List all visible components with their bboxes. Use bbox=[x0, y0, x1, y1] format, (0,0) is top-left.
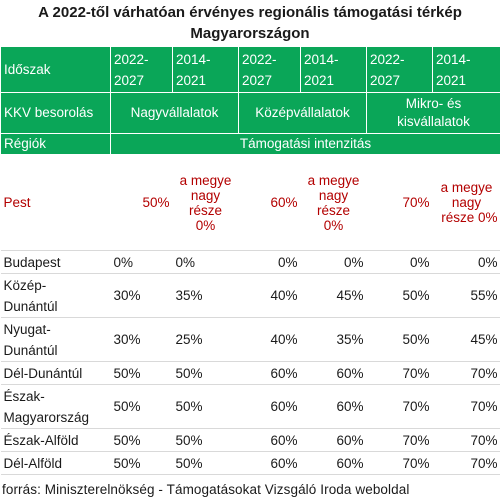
medium-enterprises: Középvállalatok bbox=[238, 92, 367, 134]
value-cell: 60% bbox=[238, 451, 301, 475]
period-cell: 2014- 2021 bbox=[172, 46, 239, 93]
table-row: Észak- Magyarország 50% 50% 60% 60% 70% 7… bbox=[0, 384, 500, 429]
value-cell: 0% bbox=[172, 250, 239, 274]
value-cell: 50% bbox=[172, 384, 239, 429]
value-cell: 70% bbox=[432, 384, 500, 429]
county-note: a megye nagy része 0% bbox=[172, 154, 239, 251]
source-note: forrás: Miniszterelnökség - Támogatásoka… bbox=[2, 482, 410, 497]
value-cell: 25% bbox=[172, 317, 239, 362]
value-cell: 60% bbox=[300, 361, 367, 385]
value-cell: 50% bbox=[172, 361, 239, 385]
value-cell: 50% bbox=[110, 384, 173, 429]
value-cell: 50% bbox=[172, 428, 239, 452]
value-cell: 60% bbox=[238, 154, 301, 251]
value-cell: 0% bbox=[110, 250, 173, 274]
value-cell: 45% bbox=[432, 317, 500, 362]
value-cell: 0% bbox=[432, 250, 500, 274]
value-cell: 50% bbox=[366, 273, 433, 318]
value-cell: 0% bbox=[238, 250, 301, 274]
county-note: a megye nagy része 0% bbox=[300, 154, 367, 251]
region-name: Dél-Dunántúl bbox=[0, 361, 111, 385]
header-row-period: Időszak 2022- 2027 2014- 2021 2022- 2027 20… bbox=[0, 46, 500, 93]
support-map-table: Időszak 2022- 2027 2014- 2021 2022- 2027 20… bbox=[0, 46, 500, 475]
value-cell: 55% bbox=[432, 273, 500, 318]
value-cell: 50% bbox=[110, 154, 173, 251]
region-name: Budapest bbox=[0, 250, 111, 274]
value-cell: 70% bbox=[366, 384, 433, 429]
region-name: Közép- Dunántúl bbox=[0, 273, 111, 318]
value-cell: 70% bbox=[432, 451, 500, 475]
value-cell: 60% bbox=[300, 451, 367, 475]
period-cell: 2022- 2027 bbox=[366, 46, 433, 93]
value-cell: 40% bbox=[238, 273, 301, 318]
value-cell: 70% bbox=[432, 361, 500, 385]
value-cell: 70% bbox=[366, 428, 433, 452]
value-cell: 30% bbox=[110, 317, 173, 362]
value-cell: 45% bbox=[300, 273, 367, 318]
value-cell: 70% bbox=[432, 428, 500, 452]
table-row: Dél-Dunántúl 50% 50% 60% 60% 70% 70% bbox=[0, 361, 500, 385]
value-cell: 50% bbox=[172, 451, 239, 475]
regions-label: Régiók bbox=[0, 133, 111, 155]
large-enterprises: Nagyvállalatok bbox=[110, 92, 239, 134]
table-row-pest: Pest 50% a megye nagy része 0% 60% a megye… bbox=[0, 154, 500, 251]
value-cell: 50% bbox=[110, 361, 173, 385]
value-cell: 60% bbox=[238, 428, 301, 452]
value-cell: 50% bbox=[110, 451, 173, 475]
region-name: Észak- Magyarország bbox=[0, 384, 111, 429]
page-title: A 2022-től várhatóan érvényes regionális… bbox=[0, 2, 500, 44]
period-cell: 2014- 2021 bbox=[432, 46, 500, 93]
table-row: Dél-Alföld 50% 50% 60% 60% 70% 70% bbox=[0, 451, 500, 475]
period-cell: 2022- 2027 bbox=[110, 46, 173, 93]
title-line-1: A 2022-től várhatóan érvényes regionális… bbox=[38, 4, 462, 21]
kkv-label: KKV besorolás bbox=[0, 92, 111, 134]
value-cell: 40% bbox=[238, 317, 301, 362]
county-note: a megye nagy része 0% bbox=[432, 154, 500, 251]
region-name: Dél-Alföld bbox=[0, 451, 111, 475]
header-row-regions: Régiók Támogatási intenzitás bbox=[0, 133, 500, 155]
intensity-label: Támogatási intenzitás bbox=[110, 133, 500, 155]
value-cell: 0% bbox=[366, 250, 433, 274]
value-cell: 60% bbox=[238, 361, 301, 385]
table-row: Nyugat- Dunántúl 30% 25% 40% 35% 50% 45% bbox=[0, 317, 500, 362]
period-label: Időszak bbox=[0, 46, 111, 93]
value-cell: 35% bbox=[300, 317, 367, 362]
table-row: Észak-Alföld 50% 50% 60% 60% 70% 70% bbox=[0, 428, 500, 452]
value-cell: 50% bbox=[366, 317, 433, 362]
value-cell: 70% bbox=[366, 451, 433, 475]
region-name: Észak-Alföld bbox=[0, 428, 111, 452]
value-cell: 60% bbox=[300, 384, 367, 429]
table-row: Budapest 0% 0% 0% 0% 0% 0% bbox=[0, 250, 500, 274]
value-cell: 70% bbox=[366, 154, 433, 251]
micro-small-enterprises: Mikro- és kisvállalatok bbox=[366, 92, 500, 134]
value-cell: 30% bbox=[110, 273, 173, 318]
value-cell: 35% bbox=[172, 273, 239, 318]
value-cell: 60% bbox=[300, 428, 367, 452]
value-cell: 70% bbox=[366, 361, 433, 385]
value-cell: 0% bbox=[300, 250, 367, 274]
table-row: Közép- Dunántúl 30% 35% 40% 45% 50% 55% bbox=[0, 273, 500, 318]
region-name: Pest bbox=[0, 154, 111, 251]
value-cell: 50% bbox=[110, 428, 173, 452]
region-name: Nyugat- Dunántúl bbox=[0, 317, 111, 362]
value-cell: 60% bbox=[238, 384, 301, 429]
period-cell: 2022- 2027 bbox=[238, 46, 301, 93]
period-cell: 2014- 2021 bbox=[300, 46, 367, 93]
title-line-2: Magyarországon bbox=[190, 25, 310, 42]
header-row-kkv: KKV besorolás Nagyvállalatok Középvállal… bbox=[0, 92, 500, 134]
